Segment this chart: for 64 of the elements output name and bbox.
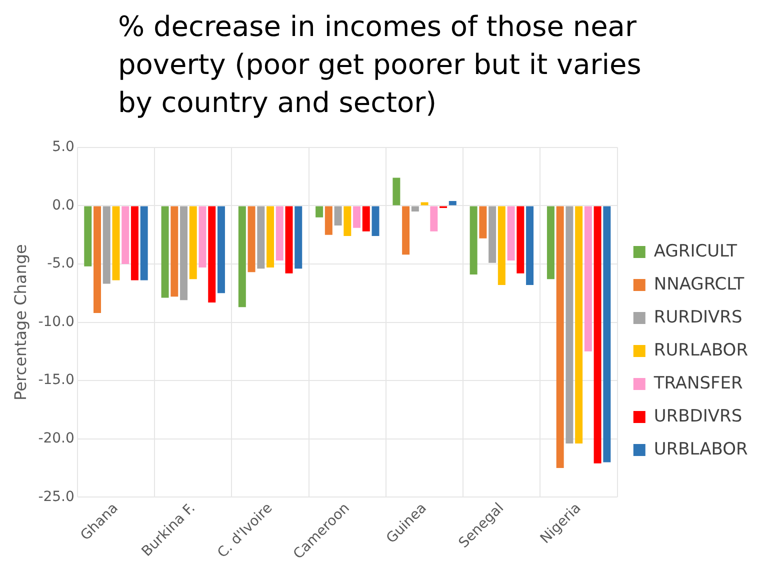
legend-label: AGRICULT [654, 241, 738, 262]
bar [594, 206, 602, 464]
y-tick-label: 0.0 [52, 197, 74, 214]
y-tick-label: -25.0 [38, 488, 74, 505]
bar [420, 202, 428, 206]
bar [198, 206, 206, 268]
y-tick-label: -15.0 [38, 372, 74, 388]
y-tick-label: 5.0 [52, 139, 74, 156]
bar [180, 206, 188, 300]
bar [353, 206, 361, 228]
legend-label: NNAGRCLT [654, 274, 745, 294]
legend-label: URBLABOR [654, 439, 748, 460]
bar [448, 201, 456, 206]
bar [161, 206, 169, 298]
bar [546, 206, 554, 280]
y-tick-label: -5.0 [47, 256, 74, 272]
bar [84, 206, 92, 266]
bar [189, 206, 197, 280]
y-axis-title: Percentage Change [10, 244, 30, 400]
bar [334, 206, 342, 226]
legend-label: RURLABOR [654, 340, 748, 360]
bar [488, 206, 496, 263]
bar [140, 206, 148, 280]
bar [248, 206, 256, 272]
bar [344, 206, 352, 236]
bar [507, 206, 515, 260]
bar [238, 206, 246, 308]
y-tick-label: -10.0 [38, 314, 74, 330]
bar [122, 206, 130, 264]
bar [392, 178, 400, 206]
bar [526, 206, 534, 285]
legend-label: URBDIVRS [654, 406, 742, 426]
bar [556, 206, 564, 468]
bar [102, 206, 110, 284]
bar [316, 206, 324, 218]
bar [575, 206, 583, 444]
bar [324, 206, 332, 235]
bar [584, 206, 592, 352]
bar [498, 206, 506, 285]
bar [217, 206, 225, 294]
bar [285, 206, 293, 274]
bar [294, 206, 302, 269]
bar [430, 206, 438, 232]
legend-label: TRANSFER [652, 373, 744, 394]
bar [266, 206, 274, 268]
y-tick-label: -20.0 [38, 430, 74, 447]
bar [479, 206, 487, 238]
bar [276, 206, 284, 260]
bar [566, 206, 574, 444]
bar [170, 206, 178, 297]
bar [372, 206, 380, 236]
bar [603, 206, 611, 462]
bar [208, 206, 216, 302]
legend-label: RURDIVRS [654, 307, 742, 328]
chart-title: % decrease in incomes of those near poverty (poor get poorer but it varies by country and sector) [118, 9, 642, 121]
bar [411, 206, 419, 212]
bar [130, 206, 138, 280]
bar [362, 206, 370, 232]
bar [470, 206, 478, 274]
bar [516, 206, 524, 274]
bar [94, 206, 102, 313]
bar [402, 206, 410, 255]
bar [112, 206, 120, 280]
bar [257, 206, 265, 269]
